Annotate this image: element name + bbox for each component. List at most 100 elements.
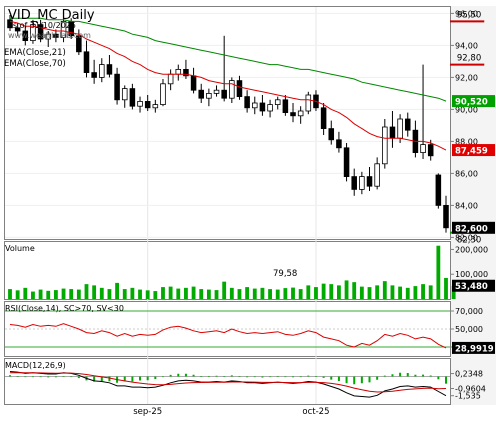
price-tick-label-5: 86,00 <box>455 169 478 178</box>
candle-body-28 <box>221 89 227 99</box>
candle-body-18 <box>144 101 151 109</box>
volume-bar-12 <box>99 287 104 299</box>
macd-histogram-bar-51 <box>399 372 402 377</box>
price-candles <box>7 15 449 233</box>
macd-histogram-bar-8 <box>70 376 73 378</box>
candle-body-20 <box>160 83 166 106</box>
price-level-label-0: 95,50 <box>457 10 481 20</box>
right-axis-labels: 96,00 94,00 92,00 90,00 88,00 86,00 84,00 82,00… <box>450 9 495 401</box>
macd-tick-label-0: 0,2348 <box>455 370 483 379</box>
volume-bar-24 <box>191 286 196 299</box>
macd-histogram-bar-44 <box>345 376 348 384</box>
volume-bar-46 <box>359 286 364 299</box>
macd-histogram-bar-40 <box>314 376 317 377</box>
candle-body-31 <box>244 96 250 109</box>
volume-bar-34 <box>268 289 272 299</box>
candle-body-0 <box>7 19 13 29</box>
candle-body-9 <box>76 35 82 53</box>
candle-body-57 <box>443 204 449 229</box>
macd-histogram-bar-26 <box>207 376 210 377</box>
candle-body-27 <box>213 89 220 94</box>
candle-body-55 <box>427 144 434 157</box>
grid-lines <box>5 7 450 404</box>
macd-histogram-bar-55 <box>429 375 432 377</box>
volume-bar-48 <box>375 285 380 299</box>
price-tick-label-3: 90,00 <box>455 105 478 114</box>
candle-body-34 <box>267 104 273 112</box>
macd-histogram-bar-27 <box>215 375 218 377</box>
volume-bar-56 <box>436 245 441 299</box>
macd-histogram-bar-46 <box>360 376 363 384</box>
candle-body-51 <box>397 118 403 139</box>
chart-title: VID_MC Daily <box>8 8 95 23</box>
candle-body-36 <box>282 99 289 114</box>
price-tick-label-0: 96,00 <box>455 9 478 18</box>
macd-histogram-bar-32 <box>253 376 256 378</box>
volume-bar-1 <box>15 290 20 299</box>
candle-body-38 <box>297 110 304 117</box>
candle-body-46 <box>359 176 365 190</box>
volume-bar-4 <box>38 289 43 299</box>
macd-histogram-bar-43 <box>337 376 340 381</box>
macd-histogram-bar-24 <box>192 374 195 377</box>
candle-body-14 <box>114 73 120 101</box>
candle-body-6 <box>53 33 59 38</box>
rsi-tick-label-0: 70,000 <box>455 307 483 316</box>
rsi-line <box>9 323 447 349</box>
volume-bar-20 <box>161 287 165 299</box>
volume-bar-11 <box>92 285 97 299</box>
candle-body-29 <box>229 80 235 99</box>
macd-series <box>5 371 450 398</box>
macd-histogram-bar-53 <box>414 374 417 377</box>
volume-bar-50 <box>390 285 395 299</box>
candle-body-12 <box>99 64 105 78</box>
macd-histogram-bar-18 <box>146 376 149 381</box>
volume-bar-9 <box>76 289 81 299</box>
ema21-line <box>9 20 447 151</box>
candle-body-56 <box>435 174 442 206</box>
rsi-label: RSI(Close,14), SC>70, SV<30 <box>5 304 124 313</box>
volume-bar-2 <box>23 287 28 299</box>
rsi-badge-box <box>452 341 495 354</box>
volume-bar-0 <box>8 289 12 299</box>
macd-histogram-bar-56 <box>437 376 440 380</box>
macd-histogram-bar-15 <box>123 376 126 382</box>
volume-bar-41 <box>321 283 326 299</box>
candle-body-10 <box>83 51 90 73</box>
macd-histogram-bar-1 <box>16 376 19 377</box>
volume-bar-38 <box>298 289 303 299</box>
volume-bar-54 <box>421 284 425 299</box>
candle-body-2 <box>22 30 29 42</box>
price-tick-label-7: 82,00 <box>455 233 478 242</box>
candle-body-30 <box>236 80 243 97</box>
candle-body-13 <box>106 64 113 75</box>
volume-bar-10 <box>84 284 89 299</box>
ema70-legend: EMA(Close,70) <box>4 59 66 69</box>
right-axis-background <box>451 6 496 405</box>
macd-histogram-bar-45 <box>353 376 356 385</box>
volume-bar-31 <box>245 287 250 299</box>
macd-histogram-bar-12 <box>100 376 103 382</box>
macd-histogram-bar-16 <box>131 376 134 382</box>
volume-bar-42 <box>329 284 334 299</box>
volume-bar-22 <box>176 288 181 299</box>
as-of-date: as of 31/10/2025 <box>8 21 76 30</box>
volume-bar-23 <box>184 287 188 299</box>
candle-body-23 <box>183 69 189 77</box>
macd-line <box>9 371 447 398</box>
volume-bars <box>8 245 456 299</box>
volume-bar-26 <box>206 289 211 299</box>
volume-bar-57 <box>444 277 448 299</box>
macd-tick-label-1: -0,9604 <box>455 385 486 394</box>
candle-body-11 <box>91 72 97 78</box>
candle-body-44 <box>343 147 350 178</box>
candle-body-7 <box>60 20 67 38</box>
macd-histogram-bar-9 <box>77 376 80 379</box>
macd-histogram-bar-11 <box>93 376 96 382</box>
volume-bar-27 <box>214 290 219 299</box>
candle-body-16 <box>129 88 136 107</box>
volume-bar-44 <box>344 280 349 299</box>
macd-histogram-bar-21 <box>169 374 172 377</box>
